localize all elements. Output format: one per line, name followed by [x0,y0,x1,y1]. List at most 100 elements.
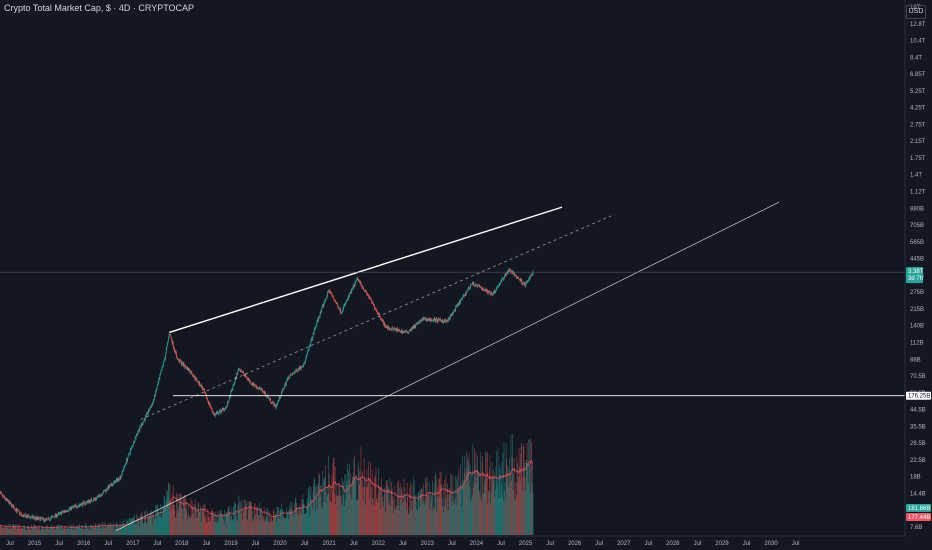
volume-bar [412,510,413,535]
candle-body [142,421,144,424]
volume-bar [39,530,41,535]
volume-bar [481,501,482,535]
candle-body [44,518,46,521]
volume-bar [47,528,49,535]
volume-bar [384,487,385,535]
candle-body [225,407,227,408]
candle-body [393,328,395,331]
candle-body [395,328,397,330]
volume-bar [488,490,489,535]
candle-body [232,385,234,390]
candle-body [20,513,22,515]
candle-body [239,368,241,370]
volume-bar [524,477,526,535]
volume-bar [522,446,524,535]
candle-body [509,268,510,271]
volume-bar [177,510,179,535]
candle-body [6,498,7,500]
volume-bar [52,527,54,535]
candle-body [192,375,194,377]
volume-bar [267,521,268,535]
candle-body [96,497,98,499]
volume-bar [300,514,302,535]
candle-body [399,330,401,332]
candle-body [156,385,158,389]
volume-bar [101,529,103,535]
candle-body [451,313,453,315]
candle-body [36,516,38,520]
volume-bar [161,505,163,535]
volume-bar [89,528,91,535]
candle-body [519,279,521,281]
candle-body [168,337,169,341]
candle-body [506,273,508,275]
candle-body [454,309,456,312]
candle-body [493,292,495,293]
candle-body [64,510,66,512]
candle-body [19,513,21,515]
candle-body [376,310,378,313]
volume-bar [472,444,474,535]
candle-body [58,513,60,514]
candle-body [310,345,311,346]
volume-bar [299,512,301,535]
volume-bar [83,529,85,535]
volume-bar [264,520,266,535]
candle-body [354,282,356,287]
candle-body [502,277,504,279]
candle-body [180,361,182,365]
candle-body [37,517,39,519]
candle-body [498,285,500,286]
candle-body [429,318,431,321]
candle-body [509,268,511,271]
candle-body [363,289,365,291]
candle-body [292,372,294,374]
volume-bar [489,468,490,535]
volume-bar [356,500,357,535]
candle-body [205,394,207,396]
currency-button[interactable]: USD [906,5,926,19]
candle-body [385,326,387,328]
candle-body [74,505,76,507]
candle-body [486,289,488,291]
candle-body [87,501,89,503]
volume-bar [317,508,318,535]
candle-body [81,503,83,504]
volume-bar [274,516,276,535]
candle-body [395,328,396,330]
candle-body [25,515,27,518]
candle-body [501,279,503,281]
volume-bar [76,527,77,535]
volume-bar [326,491,327,535]
volume-bar [478,490,480,535]
candle-body [115,480,117,484]
volume-bar [433,507,434,535]
candle-body [376,309,377,311]
volume-bar [392,496,394,535]
candle-body [10,502,11,504]
time-axis[interactable]: Jul 2015 Jul 2016 Jul 2017 Jul 2018 Jul 2019 Jul 20… [6,541,799,547]
volume-bar [66,527,68,535]
candle-body [417,322,419,324]
volume-bar [217,519,218,535]
volume-bar [222,513,224,535]
trendlines[interactable] [0,201,905,531]
volume-bar [486,451,488,535]
volume-bar [442,506,444,535]
volume-bar [266,508,268,535]
volume-bar [4,528,5,535]
candle-body [469,287,470,289]
volume-bar [514,499,516,535]
volume-bar [216,523,218,535]
candle-body [147,412,148,414]
candle-body [44,518,46,520]
volume-bar [254,503,256,535]
volume-bar [219,510,221,535]
volume-bar [112,525,113,535]
candle-body [298,368,300,370]
time-axis-label: 2016 [77,541,91,547]
volume-bar [258,502,260,535]
volume-bar [191,515,192,535]
volume-bar [3,528,4,535]
